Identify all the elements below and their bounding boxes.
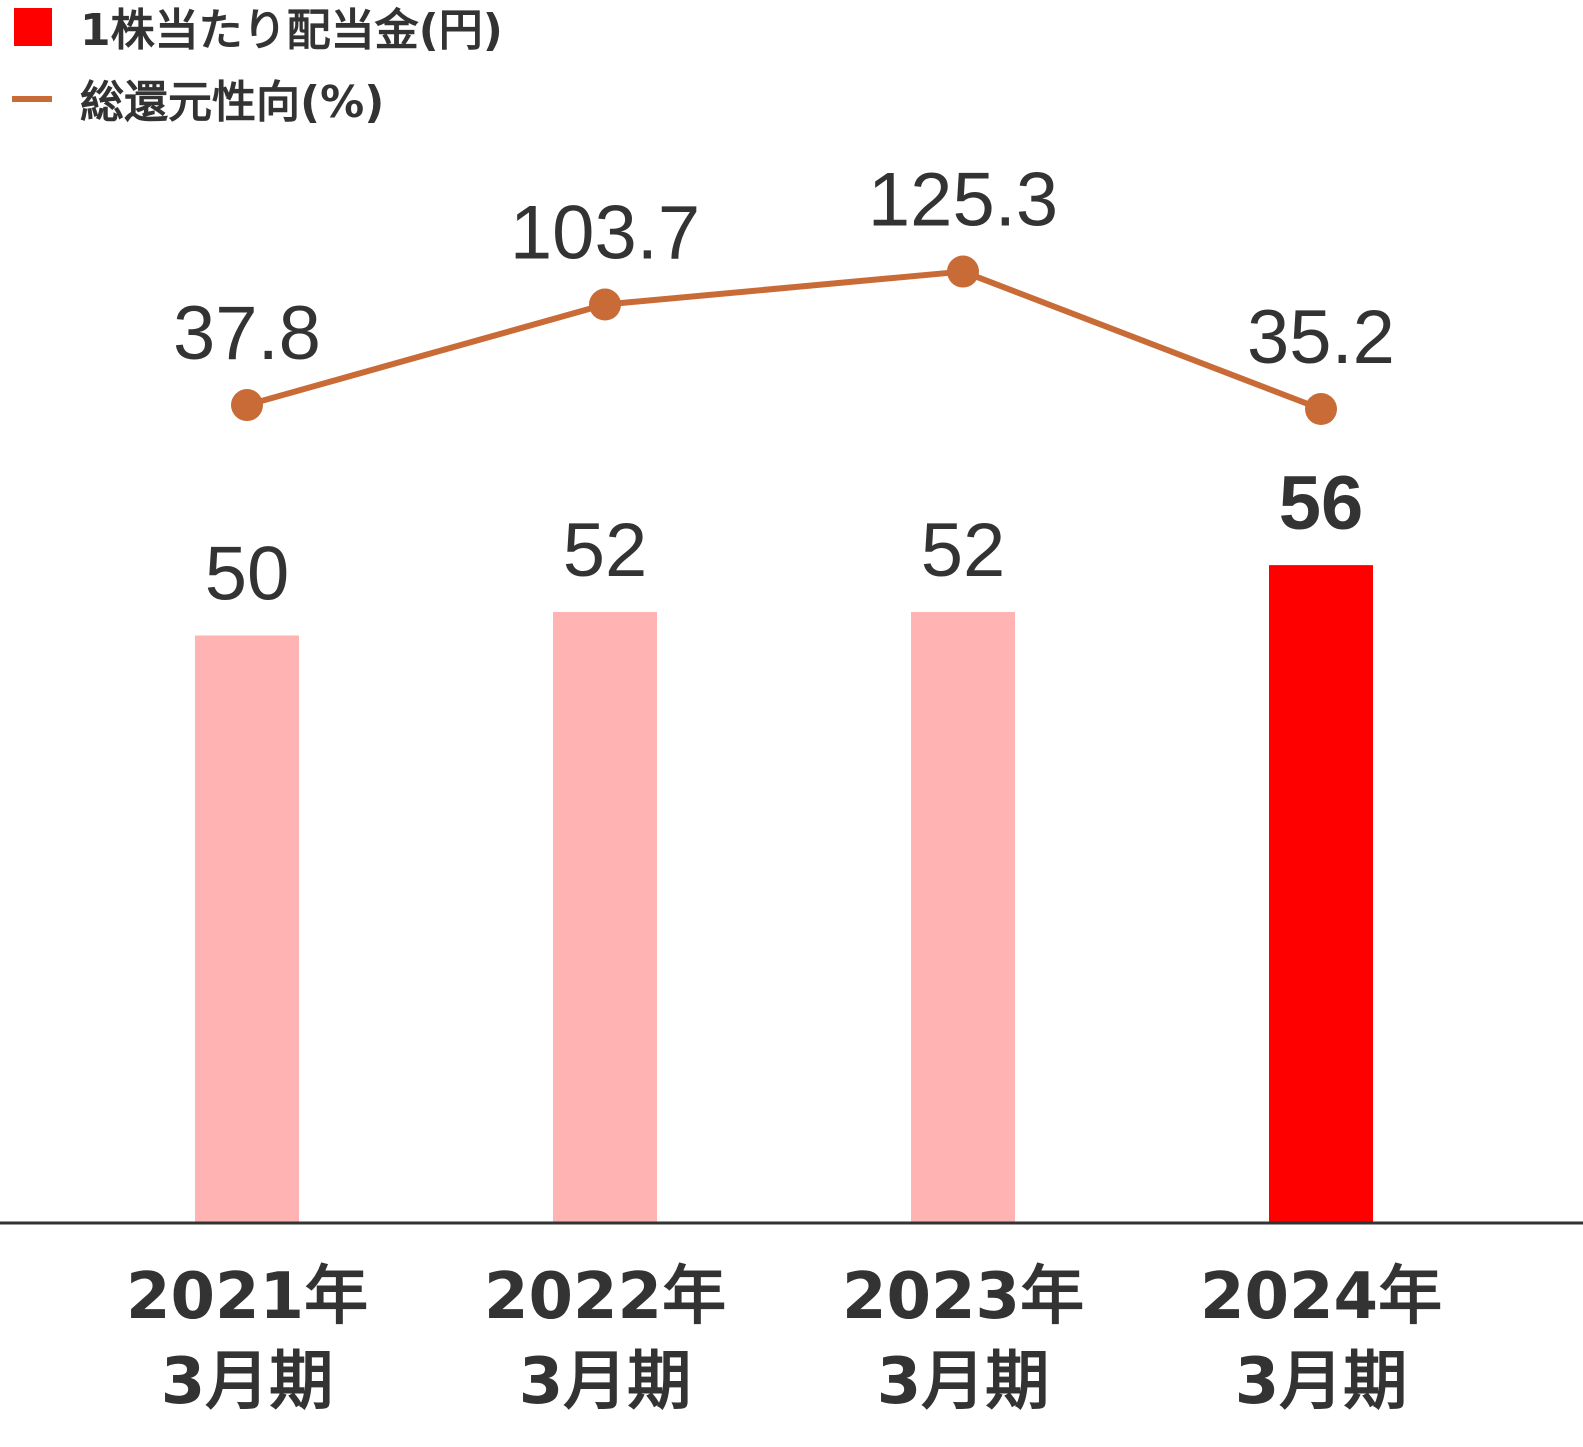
bar-value-label-1: 50 <box>205 532 290 617</box>
bar-2 <box>553 612 657 1222</box>
bar-value-label-2: 52 <box>563 508 648 593</box>
legend-bar-label: 1株当たり配当金(円) <box>80 5 503 56</box>
line-value-label-4: 35.2 <box>1247 295 1395 380</box>
bar-4 <box>1269 565 1373 1222</box>
line-point-3 <box>947 255 979 288</box>
line-point-2 <box>589 288 621 321</box>
bar-1 <box>195 635 299 1222</box>
bar-value-label-4: 56 <box>1279 461 1364 546</box>
category-label-2-line-2: 3月期 <box>519 1345 692 1419</box>
legend-line-label: 総還元性向(%) <box>80 77 384 128</box>
bar-value-labels: 50 52 52 56 <box>205 461 1364 616</box>
line-path <box>246 268 1323 412</box>
legend-bar-swatch <box>14 8 52 46</box>
category-label-3-line-2: 3月期 <box>877 1345 1050 1419</box>
line-value-label-1: 37.8 <box>173 291 321 376</box>
category-label-4-line-2: 3月期 <box>1235 1345 1408 1419</box>
category-label-1-line-2: 3月期 <box>161 1345 334 1419</box>
category-label-2-line-1: 2022年 <box>484 1260 726 1334</box>
line-value-labels: 37.8 103.7 125.3 35.2 <box>173 158 1395 380</box>
category-label-4-line-1: 2024年 <box>1200 1260 1442 1334</box>
category-label-1-line-1: 2021年 <box>126 1260 368 1334</box>
category-label-3-line-1: 2023年 <box>842 1260 1084 1334</box>
line-series <box>231 255 1337 426</box>
bar-series <box>195 565 1373 1222</box>
bar-3 <box>911 612 1015 1222</box>
bar-value-label-3: 52 <box>921 508 1006 593</box>
x-axis-categories: 2021年 3月期 2022年 3月期 2023年 3月期 2024年 3月期 <box>126 1260 1442 1419</box>
legend-line-swatch <box>12 96 52 102</box>
line-point-1 <box>231 389 263 422</box>
line-point-4 <box>1305 393 1337 426</box>
line-value-label-2: 103.7 <box>510 191 700 276</box>
line-value-label-3: 125.3 <box>868 158 1058 243</box>
legend: 1株当たり配当金(円) 総還元性向(%) <box>12 5 503 128</box>
